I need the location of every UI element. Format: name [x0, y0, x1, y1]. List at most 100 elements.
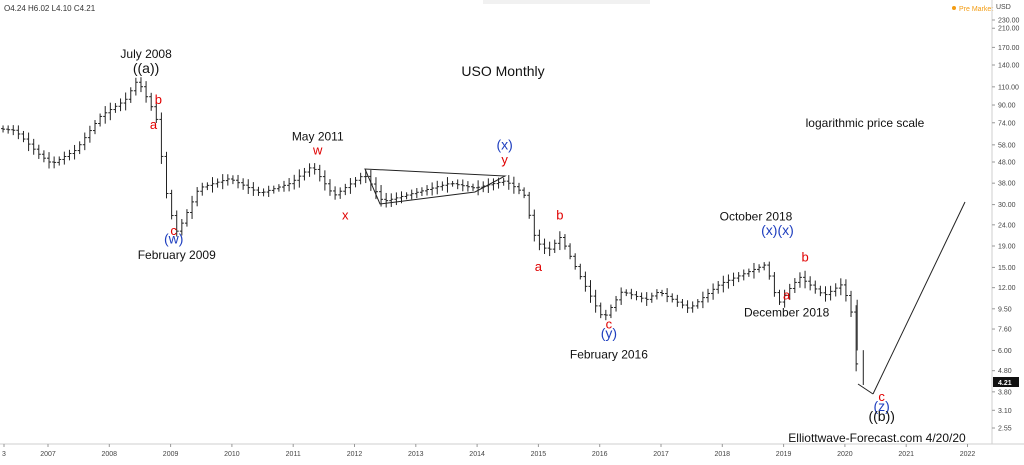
time-tick-label: 2010 [224, 451, 240, 458]
price-tick-label: 2.55 [998, 426, 1012, 433]
wave-label: February 2009 [138, 248, 216, 262]
ohlc-bar [72, 144, 77, 160]
ohlc-bar [327, 179, 332, 196]
ohlc-bar [726, 274, 731, 289]
ohlc-bar [220, 174, 225, 190]
log-scale-note: logarithmic price scale [806, 116, 925, 130]
wave-label: (x) [497, 137, 513, 153]
ohlc-bar [736, 272, 741, 283]
ohlc-bar [87, 125, 92, 143]
wave-label: x [342, 207, 349, 222]
ohlc-bar [118, 98, 123, 112]
ohlc-bar [568, 243, 573, 260]
ohlc-bar [680, 299, 685, 309]
ohlc-bar [593, 289, 598, 313]
projection-line-up [872, 201, 966, 395]
ohlc-bar [614, 295, 619, 312]
ohlc-bar [430, 182, 435, 196]
ohlc-bar [603, 309, 608, 321]
ohlc-bar [639, 292, 644, 303]
ohlc-bar [190, 195, 195, 219]
wave-label: y [501, 152, 508, 167]
ohlc-bar [440, 181, 445, 191]
ohlc-bar [41, 150, 46, 163]
credit-text: Elliottwave-Forecast.com 4/20/20 [788, 431, 966, 445]
ohlc-bar [47, 152, 52, 169]
ohlc-bar [11, 125, 16, 136]
ohlc-bar [67, 149, 72, 161]
ohlc-bar [57, 156, 62, 166]
ohlc-bar [26, 132, 31, 152]
time-tick-label: 2011 [286, 451, 301, 458]
time-tick-label: 2013 [408, 451, 424, 458]
ohlc-bar [179, 219, 184, 236]
ohlc-bar [123, 92, 128, 111]
ohlc-bar [522, 187, 527, 199]
ohlc-bar [282, 180, 287, 192]
ohlc-bar [271, 185, 276, 194]
last-price-badge [993, 377, 1019, 387]
ohlc-bar [266, 185, 271, 197]
projection-line-down [857, 383, 874, 395]
price-tick-label: 15.00 [998, 265, 1016, 272]
time-tick-label: 2012 [347, 451, 363, 458]
currency-label: USD [996, 4, 1011, 11]
ohlc-bar [52, 156, 57, 169]
ohlc-bar [797, 272, 802, 288]
ohlc-bar [36, 144, 41, 159]
ohlc-bar [62, 151, 67, 165]
price-tick-label: 30.00 [998, 202, 1016, 209]
ohlc-bar [200, 182, 205, 196]
ohlc-bar [108, 102, 113, 121]
ohlc-bar [343, 183, 348, 196]
ohlc-bar [246, 179, 251, 194]
price-tick-label: 24.00 [998, 222, 1016, 229]
ohlc-bar [476, 180, 481, 196]
ohlc-bar [409, 189, 414, 200]
ohlc-bar [516, 182, 521, 195]
ohlc-bar [833, 283, 838, 297]
ohlc-bar [138, 77, 143, 93]
ohlc-bar [333, 186, 338, 200]
wave-label: October 2018 [720, 209, 793, 223]
ohlc-bar [128, 87, 133, 103]
ohlc-bar [746, 268, 751, 277]
time-tick-label: 2018 [715, 451, 731, 458]
ohlc-bar [425, 185, 430, 196]
ohlc-bar [527, 191, 532, 219]
ohlc-bar [82, 132, 87, 151]
ohlc-bar [184, 209, 189, 227]
wave-label: (y) [601, 325, 617, 341]
price-tick-label: 58.00 [998, 142, 1016, 149]
ohlc-bar [92, 120, 97, 135]
ohlc-bar [511, 176, 516, 194]
ohlc-bar [588, 280, 593, 303]
ohlc-bar [552, 239, 557, 253]
ohlc-bar [414, 188, 419, 199]
ohlc-bar [695, 299, 700, 309]
wave-label: February 2016 [570, 347, 648, 361]
ohlc-bar [16, 125, 21, 140]
ohlc-bar [174, 210, 179, 237]
price-tick-label: 19.00 [998, 243, 1016, 250]
price-tick-label: 3.10 [998, 408, 1012, 415]
ohlc-bar [818, 285, 823, 297]
ohlc-bar [491, 178, 496, 191]
price-tick-label: 170.00 [998, 45, 1020, 52]
ohlc-bar [154, 103, 159, 123]
time-tick-label: 2007 [40, 451, 56, 458]
ohlc-bar [772, 272, 777, 297]
ohlc-bar [261, 188, 266, 197]
ohlc-bar [731, 272, 736, 287]
wave-label: b [801, 250, 808, 265]
ohlc-bar [98, 113, 103, 127]
price-tick-label: 4.80 [998, 368, 1012, 375]
wave-label: (x)(x) [761, 222, 794, 238]
wave-label: b [556, 207, 563, 222]
ohlc-bar [608, 304, 613, 319]
wave-label: December 2018 [744, 305, 830, 319]
ohlc-bar [317, 164, 322, 182]
time-tick-label: 2015 [531, 451, 547, 458]
ohlc-bar [394, 192, 399, 206]
